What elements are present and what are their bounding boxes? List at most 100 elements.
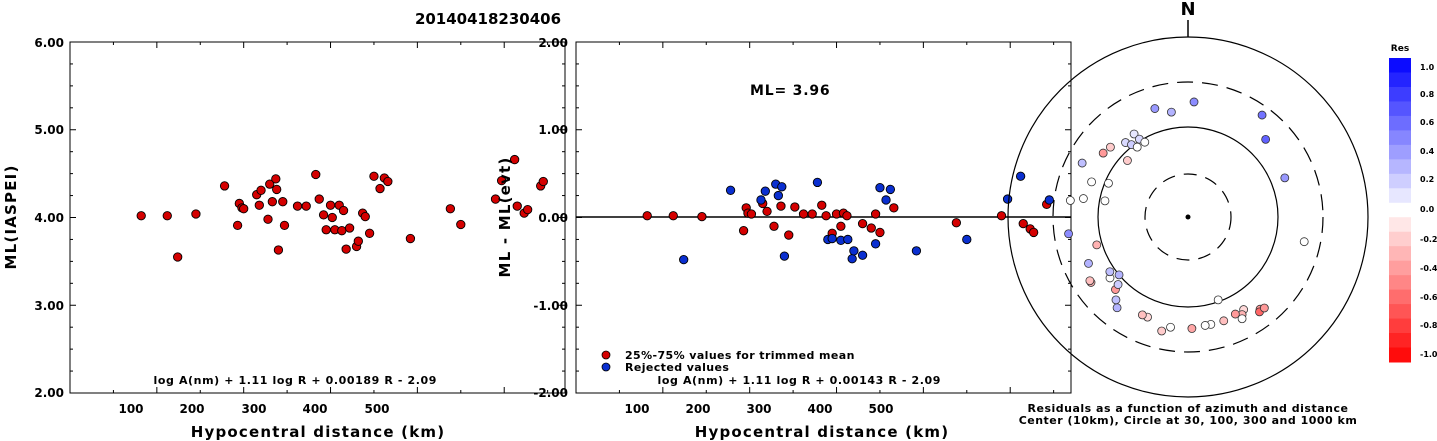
station-point xyxy=(1189,97,1199,107)
station-point xyxy=(1213,295,1223,305)
ml-annotation: ML= 3.96 xyxy=(750,83,830,99)
colorbar-cell xyxy=(1389,231,1411,247)
ml-point xyxy=(360,211,370,222)
station-point xyxy=(1140,137,1150,147)
residual-point-trimmed xyxy=(769,221,779,231)
colorbar-cell xyxy=(1389,304,1411,320)
ml-point xyxy=(136,211,146,221)
ml-point xyxy=(191,209,201,219)
colorbar-cell xyxy=(1389,72,1411,88)
ml-point xyxy=(273,245,284,255)
left-xtick-500: 500 xyxy=(364,402,389,416)
colorbar-cell xyxy=(1389,318,1411,334)
ml-point xyxy=(263,214,273,224)
station-point xyxy=(1077,158,1087,168)
ml-point xyxy=(311,169,321,180)
station-point xyxy=(1219,316,1229,326)
residual-point-rejected xyxy=(849,246,859,256)
ml-point xyxy=(272,184,282,195)
station-point xyxy=(1257,110,1267,120)
ml-point xyxy=(325,200,336,210)
station-point xyxy=(1200,321,1210,330)
station-point xyxy=(1084,259,1093,268)
station-point xyxy=(1123,156,1132,165)
ring-1000km xyxy=(1007,36,1369,398)
left-points xyxy=(136,154,548,262)
station-point xyxy=(1112,303,1122,313)
ml-point xyxy=(509,154,520,165)
residual-map: N Residuals as a function of azimuth and… xyxy=(1007,0,1369,427)
ml-point xyxy=(321,225,331,235)
ml-point xyxy=(279,220,290,231)
ml-point xyxy=(239,204,249,214)
ml-point xyxy=(364,228,375,238)
residual-point-trimmed xyxy=(776,201,786,211)
colorbar-cell xyxy=(1389,289,1411,305)
residual-point-rejected xyxy=(962,234,972,245)
station-point xyxy=(1150,104,1160,113)
residual-point-rejected xyxy=(847,254,857,264)
ml-point xyxy=(265,179,275,189)
colorbar-cell xyxy=(1389,260,1411,276)
station-point xyxy=(1106,142,1115,152)
colorbar-cell xyxy=(1389,246,1411,262)
caption-line-1: Residuals as a function of azimuth and d… xyxy=(1028,402,1349,415)
left-chart: 2.00 3.00 4.00 5.00 6.00 100 200 300 400… xyxy=(2,36,566,441)
residual-point-trimmed xyxy=(1018,218,1028,229)
residual-point-trimmed xyxy=(1029,227,1039,238)
station-point xyxy=(1085,276,1095,286)
ml-point xyxy=(369,171,379,181)
residual-point-trimmed xyxy=(857,218,868,229)
colorbar-cell xyxy=(1389,333,1411,349)
residual-point-trimmed xyxy=(951,218,962,228)
residual-point-trimmed xyxy=(790,202,800,212)
middle-ytick-3: 1.00 xyxy=(538,123,568,137)
residual-point-rejected xyxy=(870,239,881,249)
ml-point xyxy=(219,181,230,191)
residual-point-trimmed xyxy=(762,206,772,217)
middle-ylabel: ML - ML(evt) xyxy=(496,157,514,278)
ml-point xyxy=(337,226,347,236)
residual-point-trimmed xyxy=(875,227,885,238)
middle-ytick-0: -2.00 xyxy=(533,386,568,400)
middle-ytick-2: 0.00 xyxy=(538,211,568,225)
residual-point-rejected xyxy=(1044,195,1054,205)
left-ticks xyxy=(70,42,565,393)
ml-point xyxy=(338,205,349,216)
residual-point-rejected xyxy=(911,246,922,256)
left-xtick-100: 100 xyxy=(118,402,143,416)
left-ytick-4: 6.00 xyxy=(34,36,64,50)
ring-100km xyxy=(1097,126,1279,308)
middle-ytick-1: -1.00 xyxy=(533,299,568,313)
station-point xyxy=(1230,309,1240,319)
colorbar-tick-0.2: 0.2 xyxy=(1420,175,1434,184)
station-point xyxy=(1187,324,1197,333)
residual-point-rejected xyxy=(827,233,837,244)
ml-point xyxy=(271,174,281,184)
colorbar: Res 1.0 0.8 0.6 0.4 0.2 0.0 -0.2 -0.4 -0… xyxy=(1389,44,1437,363)
ml-point xyxy=(496,175,507,186)
ml-point xyxy=(318,210,329,220)
station-point xyxy=(1087,177,1096,187)
ml-point xyxy=(445,204,456,214)
station-point xyxy=(1237,314,1247,324)
ml-point xyxy=(383,176,393,187)
left-xtick-300: 300 xyxy=(241,402,266,416)
residual-point-trimmed xyxy=(817,200,827,210)
ml-point xyxy=(538,176,548,187)
colorbar-cell xyxy=(1389,144,1411,160)
epicenter-dot xyxy=(1185,214,1191,220)
colorbar-cell xyxy=(1389,86,1411,102)
middle-xtick-400: 400 xyxy=(807,402,832,416)
colorbar-tick-neg0.8: -0.8 xyxy=(1420,321,1437,330)
colorbar-tick-neg0.2: -0.2 xyxy=(1420,235,1437,244)
residual-point-rejected xyxy=(1015,171,1026,181)
station-point xyxy=(1280,173,1290,183)
station-points xyxy=(1064,97,1309,336)
residual-point-trimmed xyxy=(784,230,794,240)
residual-point-trimmed xyxy=(642,211,652,221)
residual-point-rejected xyxy=(881,195,891,205)
left-xtick-200: 200 xyxy=(179,402,204,416)
colorbar-cell xyxy=(1389,217,1411,233)
station-point xyxy=(1098,148,1108,158)
